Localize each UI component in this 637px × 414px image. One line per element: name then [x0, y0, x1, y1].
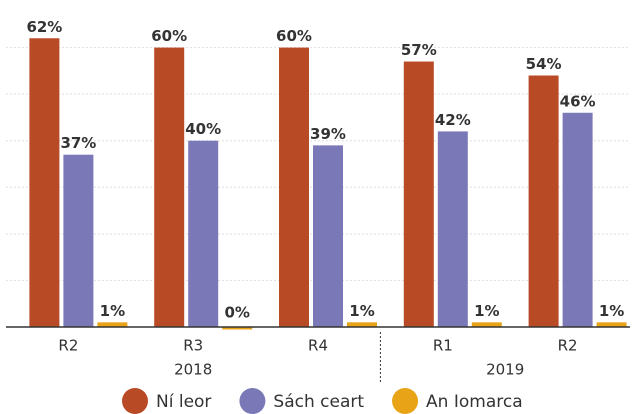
value-label: 46% — [560, 92, 596, 110]
bar — [97, 322, 128, 327]
bar — [188, 140, 219, 327]
bar — [63, 154, 94, 327]
x-tick-label: R1 — [433, 337, 453, 355]
value-label: 60% — [151, 27, 187, 45]
value-label: 37% — [60, 134, 96, 152]
x-tick-label: R4 — [308, 337, 328, 355]
group-label: 2019 — [486, 361, 524, 379]
value-label: 42% — [435, 111, 471, 129]
bar — [403, 61, 434, 328]
bar — [562, 112, 593, 328]
legend-marker — [122, 388, 148, 414]
value-label: 1% — [474, 302, 499, 320]
value-label: 0% — [224, 304, 249, 322]
legend-label: An Iomarca — [426, 392, 523, 412]
x-tick-label: R2 — [558, 337, 578, 355]
value-label: 1% — [349, 302, 374, 320]
bar — [437, 131, 468, 327]
legend-marker — [392, 388, 419, 414]
value-label: 39% — [310, 125, 346, 143]
legend-label: Sách ceart — [273, 392, 364, 412]
value-label: 1% — [599, 302, 624, 320]
bar — [279, 47, 309, 327]
bar — [313, 145, 343, 327]
bar — [347, 322, 377, 327]
value-label: 60% — [276, 27, 312, 45]
group-label: 2018 — [174, 361, 212, 379]
value-label: 1% — [100, 302, 125, 320]
value-label: 57% — [401, 41, 437, 59]
bar — [471, 322, 502, 327]
legend-marker — [239, 388, 266, 414]
x-tick-label: R3 — [183, 337, 203, 355]
value-label: 40% — [185, 120, 221, 138]
value-label: 54% — [526, 55, 562, 73]
value-label: 62% — [26, 18, 62, 36]
bar — [528, 75, 559, 327]
bar — [154, 47, 185, 327]
bar — [29, 38, 60, 327]
bar — [222, 327, 253, 330]
bar — [596, 322, 627, 327]
x-tick-label: R2 — [58, 337, 78, 355]
legend-label: Ní leor — [156, 392, 211, 412]
